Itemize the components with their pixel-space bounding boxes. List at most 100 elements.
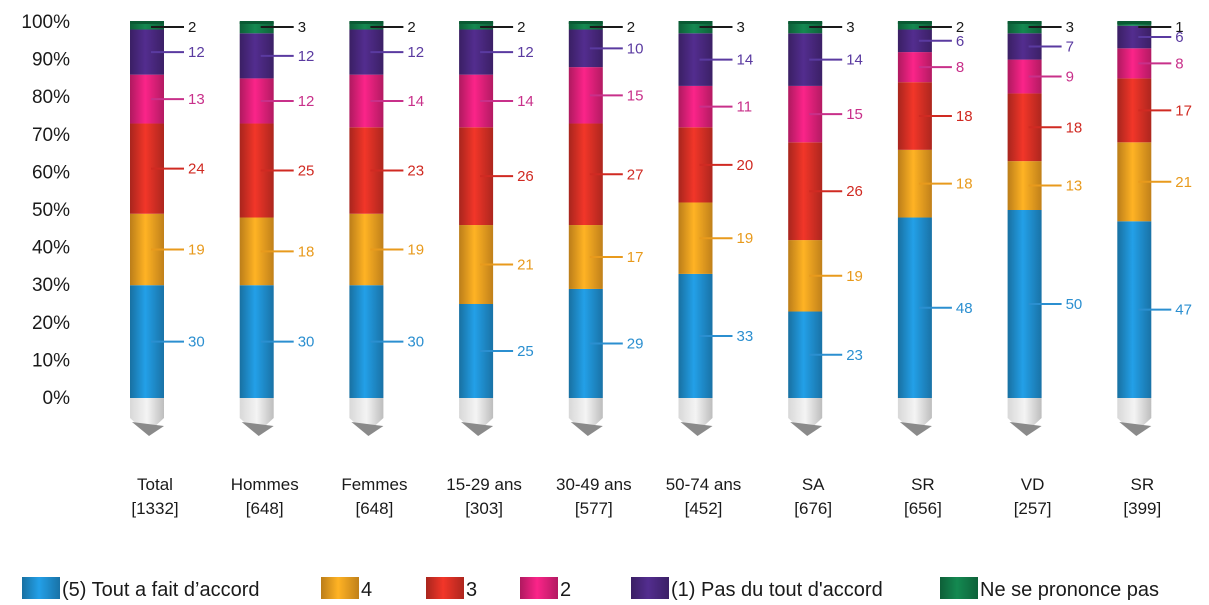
bar-segment xyxy=(459,22,494,30)
data-label: 6 xyxy=(1175,29,1183,46)
bar-segment xyxy=(1007,22,1042,34)
data-label: 48 xyxy=(956,300,973,317)
bar-tip xyxy=(349,398,384,430)
data-label: 30 xyxy=(407,334,424,351)
bar-tip xyxy=(239,398,274,430)
bar-tip-point xyxy=(241,422,274,436)
data-label: 47 xyxy=(1175,302,1192,319)
legend-item: 4 xyxy=(321,577,372,601)
data-label: 13 xyxy=(188,91,205,108)
data-label: 14 xyxy=(407,93,424,110)
bar-stack: 30 19 24 13 12 2 xyxy=(130,19,205,436)
bar-cap xyxy=(239,21,274,24)
y-tick-label: 40% xyxy=(32,238,70,259)
data-label: 15 xyxy=(846,106,863,123)
bar-cap xyxy=(349,21,384,24)
data-label: 10 xyxy=(627,40,644,57)
data-label: 23 xyxy=(407,163,424,180)
data-label: 3 xyxy=(298,19,306,36)
y-tick-label: 60% xyxy=(32,162,70,183)
category-label: SR xyxy=(1130,475,1154,494)
y-tick-label: 0% xyxy=(43,388,71,409)
data-label: 1 xyxy=(1175,19,1183,36)
category-label: VD xyxy=(1021,475,1045,494)
legend: (5) Tout a fait d’accord 4 3 2 (1) Pas du to… xyxy=(22,577,1159,601)
bar-tip-point xyxy=(1009,422,1042,436)
bar-stack: 29 17 27 15 10 2 xyxy=(568,19,644,436)
bar-cap xyxy=(1007,21,1042,24)
legend-swatch xyxy=(321,577,359,599)
legend-swatch xyxy=(426,577,464,599)
y-tick-label: 50% xyxy=(32,200,70,221)
data-label: 23 xyxy=(846,347,863,364)
bar-stack: 30 19 23 14 12 2 xyxy=(349,19,424,436)
bar-tip xyxy=(788,398,823,430)
bar-stack: 33 19 20 11 14 3 xyxy=(678,19,754,436)
data-label: 3 xyxy=(1066,19,1074,36)
bar-segment xyxy=(897,29,932,53)
data-label: 21 xyxy=(517,257,534,274)
data-label: 29 xyxy=(627,335,644,352)
bar-stack: 47 21 17 8 61 xyxy=(1117,19,1192,436)
y-tick-label: 100% xyxy=(21,12,70,33)
category-label: 50-74 ans xyxy=(666,475,742,494)
data-label: 25 xyxy=(298,163,315,180)
bar-tip xyxy=(130,398,164,430)
bar-tip xyxy=(678,398,713,430)
legend-item: 2 xyxy=(520,577,571,601)
data-label: 7 xyxy=(1066,38,1074,55)
category-count-label: [452] xyxy=(685,499,723,518)
data-label: 19 xyxy=(407,241,424,258)
bar-tip-point xyxy=(680,422,713,436)
bar-tip-point xyxy=(790,422,823,436)
category-count-label: [656] xyxy=(904,499,942,518)
bar-cap xyxy=(459,21,494,24)
bar-cap xyxy=(130,21,164,24)
bar-tip-point xyxy=(570,422,603,436)
data-label: 12 xyxy=(298,48,315,65)
bar-segment xyxy=(568,22,603,30)
data-label: 26 xyxy=(517,168,534,185)
bar-tip xyxy=(459,398,494,430)
bar-tip xyxy=(897,398,932,430)
category-count-label: [303] xyxy=(465,499,503,518)
legend-item: (1) Pas du tout d'accord xyxy=(631,577,883,601)
data-label: 12 xyxy=(298,93,315,110)
legend-label: (1) Pas du tout d'accord xyxy=(671,579,883,601)
bar-cap xyxy=(678,21,713,24)
data-label: 33 xyxy=(737,328,754,345)
bar-tip-point xyxy=(351,422,384,436)
category-label: 30-49 ans xyxy=(556,475,632,494)
bars-layer: 3019241312230182512123301923141222521261… xyxy=(130,19,1192,436)
bar-tip xyxy=(1007,398,1042,430)
bar-tip xyxy=(568,398,603,430)
bar-cap xyxy=(897,21,932,24)
category-count-label: [1332] xyxy=(131,499,178,518)
bar-tip-point xyxy=(461,422,494,436)
data-label: 15 xyxy=(627,87,644,104)
data-label: 3 xyxy=(846,19,854,36)
legend-label: 4 xyxy=(361,579,372,601)
category-label: 15-29 ans xyxy=(446,475,522,494)
data-label: 17 xyxy=(1175,102,1192,119)
data-label: 12 xyxy=(407,44,424,61)
data-label: 2 xyxy=(188,19,196,36)
legend-item: (5) Tout a fait d’accord xyxy=(22,577,260,601)
legend-item: Ne se prononce pas xyxy=(940,577,1159,601)
category-count-label: [648] xyxy=(246,499,284,518)
data-label: 6 xyxy=(956,33,964,50)
category-label: Hommes xyxy=(231,475,299,494)
bar-tip xyxy=(1117,398,1152,430)
data-label: 24 xyxy=(188,161,205,178)
bar-segment xyxy=(788,22,823,34)
data-label: 19 xyxy=(188,241,205,258)
data-label: 11 xyxy=(737,99,753,116)
bar-segment xyxy=(1117,25,1152,49)
bar-cap xyxy=(568,21,603,24)
bar-cap xyxy=(1117,21,1152,24)
data-label: 20 xyxy=(737,157,754,174)
data-label: 30 xyxy=(188,334,205,351)
category-label: SR xyxy=(911,475,935,494)
legend-label: 2 xyxy=(560,579,571,601)
